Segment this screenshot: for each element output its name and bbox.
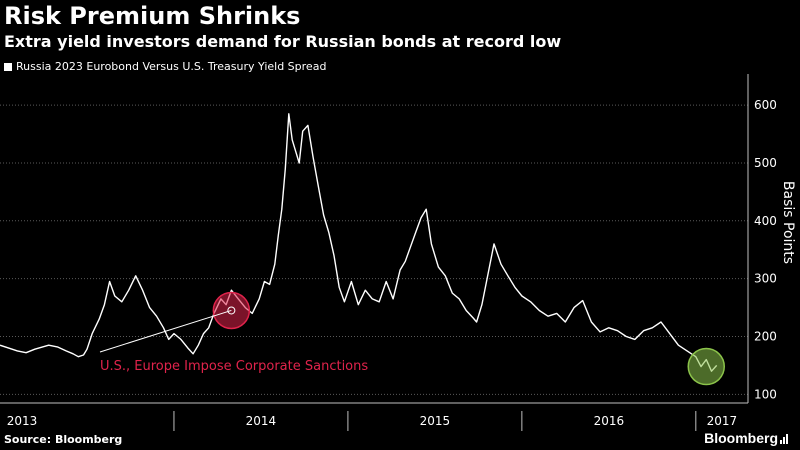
bloomberg-logo: Bloomberg <box>704 430 790 446</box>
y-tick-label-500: 500 <box>754 156 777 170</box>
sanctions-leader-line <box>99 309 232 353</box>
y-tick-label-300: 300 <box>754 272 777 286</box>
y-tick-label-400: 400 <box>754 214 777 228</box>
logo-bars-icon <box>780 434 788 445</box>
x-tick-label-2014: 2014 <box>246 414 277 428</box>
record-low-highlight-circle <box>687 347 726 386</box>
y-tick-label-200: 200 <box>754 329 777 343</box>
legend-label: Russia 2023 Eurobond Versus U.S. Treasur… <box>16 60 327 73</box>
chart-title: Risk Premium Shrinks <box>4 2 301 30</box>
sanctions-marker <box>227 306 236 315</box>
legend-swatch <box>4 62 12 71</box>
y-tick-label-600: 600 <box>754 98 777 112</box>
logo-text: Bloomberg <box>704 430 778 446</box>
x-tick-label-2017: 2017 <box>707 414 738 428</box>
sanctions-annotation-label: U.S., Europe Impose Corporate Sanctions <box>100 359 368 374</box>
y-axis-title: Basis Points <box>780 181 796 264</box>
legend: Russia 2023 Eurobond Versus U.S. Treasur… <box>4 60 326 73</box>
series-line <box>0 113 718 372</box>
x-tick-label-2015: 2015 <box>420 414 451 428</box>
x-tick-label-2013: 2013 <box>7 414 38 428</box>
x-tick-label-2016: 2016 <box>594 414 625 428</box>
y-tick-label-100: 100 <box>754 387 777 401</box>
source-note: Source: Bloomberg <box>4 433 123 446</box>
chart-subtitle: Extra yield investors demand for Russian… <box>4 32 562 51</box>
